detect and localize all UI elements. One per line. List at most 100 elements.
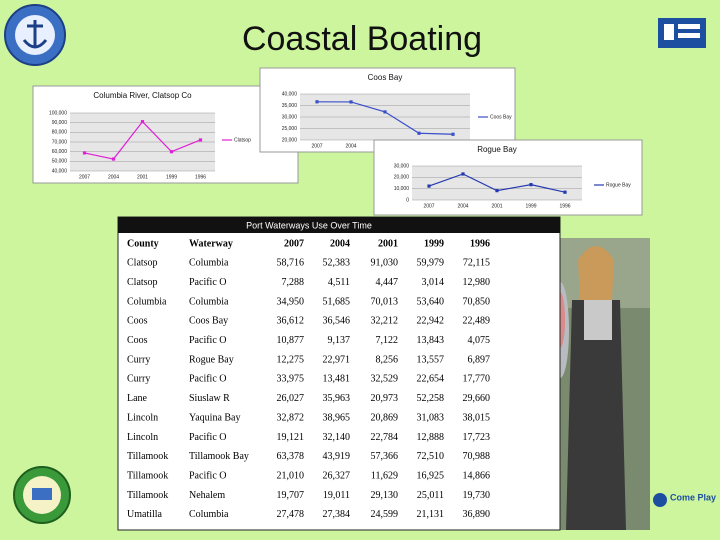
table-cell: 72,115: [463, 258, 490, 269]
table-cell: 27,478: [277, 509, 305, 520]
table-cell: 19,011: [323, 490, 350, 501]
x-tick-label: 2004: [108, 174, 119, 180]
table-cell: 11,629: [371, 470, 398, 481]
table-cell: Columbia: [189, 258, 229, 269]
table-cell: 13,481: [323, 374, 351, 385]
table-cell: Clatsop: [127, 277, 158, 288]
table-cell: Umatilla: [127, 509, 163, 520]
point-marker: [451, 132, 455, 136]
chart-title: Columbia River, Clatsop Co: [93, 91, 192, 100]
table-cell: Coos: [127, 316, 148, 327]
chart-title: Rogue Bay: [477, 145, 517, 154]
point-marker: [198, 138, 203, 142]
table-cell: 13,557: [417, 354, 445, 365]
x-tick-label: 2004: [345, 143, 356, 149]
table-cell: 91,030: [371, 258, 399, 269]
table-cell: Coos: [127, 335, 148, 346]
point-marker: [383, 110, 387, 114]
point-marker: [349, 100, 353, 104]
x-tick-label: 1999: [525, 203, 536, 209]
table-cell: 63,378: [277, 451, 305, 462]
table-cell: 13,843: [417, 335, 445, 346]
x-tick-label: 1996: [195, 174, 206, 180]
y-tick-label: 40,000: [282, 91, 298, 97]
table-cell: 4,511: [328, 277, 350, 288]
y-tick-label: 35,000: [282, 103, 298, 109]
logo-text: Come Play: [670, 492, 716, 502]
table-cell: 29,130: [371, 490, 399, 501]
table-cell: 43,919: [323, 451, 351, 462]
table-cell: Tillamook: [127, 490, 168, 501]
y-tick-label: 10,000: [394, 186, 410, 192]
table-cell: 52,258: [417, 393, 445, 404]
table-cell: 33,975: [277, 374, 305, 385]
table-cell: 70,850: [463, 296, 491, 307]
table-cell: 20,869: [371, 412, 399, 423]
legend-label: Clatsop: [234, 137, 251, 143]
x-tick-label: 2007: [311, 143, 322, 149]
x-tick-label: 2004: [457, 203, 468, 209]
table-cell: Lane: [127, 393, 148, 404]
point-marker: [427, 184, 431, 188]
table-cell: 10,877: [277, 335, 305, 346]
table-cell: 4,447: [376, 277, 399, 288]
y-tick-label: 50,000: [52, 159, 68, 165]
x-tick-label: 1999: [166, 174, 177, 180]
column-header: County: [127, 238, 159, 249]
charts: Columbia River, Clatsop Co 40,000 50,000 60…: [32, 67, 643, 216]
y-tick-label: 100,000: [49, 110, 67, 116]
table-cell: Tillamook: [127, 470, 168, 481]
table-cell: 29,660: [463, 393, 491, 404]
table-cell: 36,546: [323, 316, 351, 327]
table-cell: 22,971: [323, 354, 351, 365]
y-tick-label: 30,000: [394, 163, 410, 169]
table-cell: 17,723: [463, 432, 491, 443]
logo-top-left: [4, 4, 66, 66]
slide-title: Coastal Boating: [242, 20, 482, 58]
table-cell: 8,256: [376, 354, 399, 365]
table-cell: 52,383: [323, 258, 351, 269]
line-chart: Rogue Bay 0 10,000 20,000 30,000 2007 2004 2001…: [373, 139, 643, 216]
table-cell: Columbia: [189, 296, 229, 307]
table-cell: Curry: [127, 374, 150, 385]
x-tick-label: 2001: [491, 203, 502, 209]
table-cell: 31,083: [417, 412, 445, 423]
table-cell: 58,716: [277, 258, 305, 269]
chart-title: Coos Bay: [368, 73, 403, 82]
table-cell: 34,950: [277, 296, 305, 307]
point-marker: [461, 172, 465, 176]
table-cell: 3,014: [422, 277, 445, 288]
table-cell: Clatsop: [127, 258, 158, 269]
table-cell: 70,013: [371, 296, 399, 307]
table-cell: Nehalem: [189, 490, 225, 501]
table-cell: 12,888: [417, 432, 445, 443]
table-cell: Pacific O: [189, 432, 227, 443]
point-marker: [529, 183, 533, 187]
y-tick-label: 80,000: [52, 130, 68, 136]
legend-label: Coos Bay: [490, 114, 512, 120]
table-cell: 59,979: [417, 258, 445, 269]
table-cell: 19,121: [277, 432, 305, 443]
table-cell: 22,942: [417, 316, 445, 327]
y-tick-label: 20,000: [394, 175, 410, 181]
table-cell: 70,988: [463, 451, 491, 462]
table-cell: 38,965: [323, 412, 351, 423]
table-title: Port Waterways Use Over Time: [246, 220, 372, 230]
table-cell: 19,730: [463, 490, 491, 501]
table-cell: 36,890: [463, 509, 491, 520]
table-cell: 20,973: [371, 393, 399, 404]
table-cell: Curry: [127, 354, 150, 365]
table-cell: Pacific O: [189, 335, 227, 346]
table-cell: Coos Bay: [189, 316, 228, 327]
point-marker: [563, 190, 567, 194]
table-cell: Rogue Bay: [189, 354, 234, 365]
table-cell: 16,925: [417, 470, 445, 481]
table-cell: Pacific O: [189, 374, 227, 385]
table-cell: Columbia: [189, 509, 229, 520]
table-cell: 32,212: [371, 316, 399, 327]
table-cell: Lincoln: [127, 432, 158, 443]
column-header: 1999: [424, 238, 444, 249]
table-cell: Pacific O: [189, 277, 227, 288]
point-marker: [140, 120, 145, 124]
y-tick-label: 0: [406, 197, 409, 203]
